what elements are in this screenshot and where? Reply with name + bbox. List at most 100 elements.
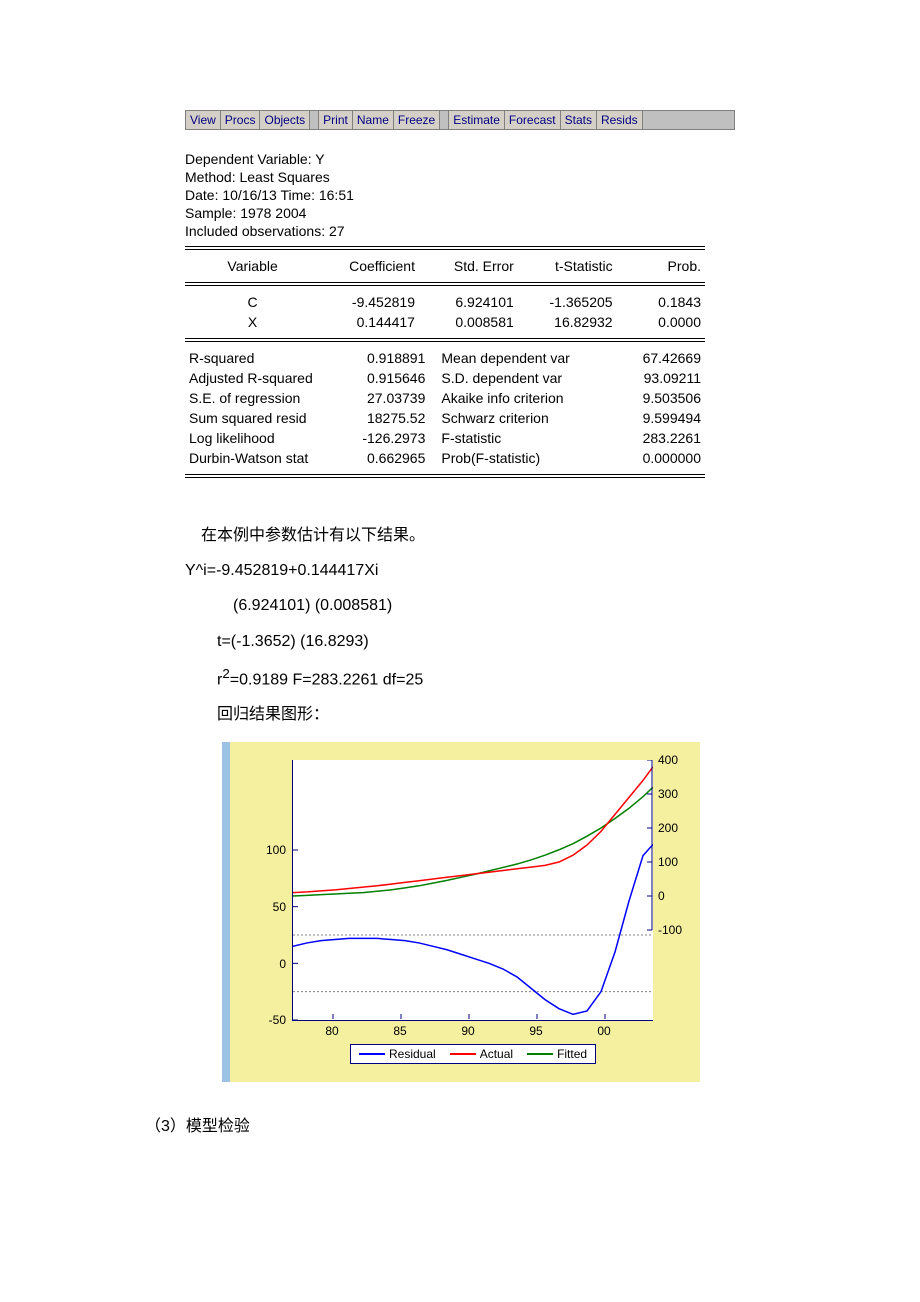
toolbar: View Procs Objects Print Name Freeze Est…	[185, 110, 735, 130]
cell: 0.662965	[341, 448, 429, 468]
legend-actual: Actual	[450, 1047, 513, 1061]
col-se: Std. Error	[419, 256, 518, 276]
table-row: Log likelihood-126.2973F-statistic283.22…	[185, 428, 705, 448]
table-row: R-squared0.918891Mean dependent var67.42…	[185, 348, 705, 368]
toolbar-forecast[interactable]: Forecast	[505, 111, 561, 129]
ytick-right: 300	[658, 787, 698, 801]
cell: S.D. dependent var	[429, 368, 601, 388]
cell: F-statistic	[429, 428, 601, 448]
para-t: t=(-1.3652) (16.8293)	[185, 624, 920, 659]
ytick-right: 400	[658, 753, 698, 767]
cell: Schwarz criterion	[429, 408, 601, 428]
toolbar-stats[interactable]: Stats	[561, 111, 597, 129]
eviews-output-panel: View Procs Objects Print Name Freeze Est…	[185, 110, 735, 478]
table-row: Durbin-Watson stat0.662965Prob(F-statist…	[185, 448, 705, 468]
legend-line-icon	[450, 1053, 476, 1055]
xtick: 80	[317, 1024, 347, 1038]
toolbar-gap	[440, 111, 449, 129]
ytick-left: -50	[246, 1013, 286, 1027]
cell: 0.915646	[341, 368, 429, 388]
ytick-right: 100	[658, 855, 698, 869]
regression-output: Dependent Variable: Y Method: Least Squa…	[185, 150, 705, 478]
body-text: 在本例中参数估计有以下结果。 Y^i=-9.452819+0.144417Xi …	[185, 518, 920, 732]
xtick: 85	[385, 1024, 415, 1038]
cell: 27.03739	[341, 388, 429, 408]
cell: 0.000000	[601, 448, 705, 468]
coef-rows: C -9.452819 6.924101 -1.365205 0.1843 X …	[185, 292, 705, 332]
cell: X	[185, 312, 320, 332]
legend-residual: Residual	[359, 1047, 436, 1061]
hdr-dep: Dependent Variable: Y	[185, 150, 705, 168]
legend-label: Fitted	[557, 1047, 587, 1061]
r2-sup: 2	[222, 666, 229, 681]
table-row: S.E. of regression27.03739Akaike info cr…	[185, 388, 705, 408]
para-intro: 在本例中参数估计有以下结果。	[185, 518, 920, 553]
toolbar-fill	[643, 111, 734, 129]
toolbar-gap	[310, 111, 319, 129]
xtick: 95	[521, 1024, 551, 1038]
xtick: 90	[453, 1024, 483, 1038]
cell: -9.452819	[320, 292, 419, 312]
ytick-right: 200	[658, 821, 698, 835]
rule	[185, 474, 705, 478]
footer-heading: （3）模型检验	[145, 1112, 920, 1136]
rule	[185, 282, 705, 286]
plot-area	[292, 760, 653, 1021]
toolbar-freeze[interactable]: Freeze	[394, 111, 440, 129]
col-variable: Variable	[185, 256, 320, 276]
cell: C	[185, 292, 320, 312]
toolbar-resids[interactable]: Resids	[597, 111, 643, 129]
col-t: t-Statistic	[518, 256, 617, 276]
legend-label: Actual	[480, 1047, 513, 1061]
toolbar-objects[interactable]: Objects	[260, 111, 310, 129]
cell: 0.0000	[617, 312, 705, 332]
legend-fitted: Fitted	[527, 1047, 587, 1061]
rule	[185, 338, 705, 342]
plot-svg	[293, 760, 653, 1020]
hdr-obs: Included observations: 27	[185, 222, 705, 240]
cell: -126.2973	[341, 428, 429, 448]
cell: 0.1843	[617, 292, 705, 312]
residual-chart: Residual Actual Fitted -50050100-1000100…	[222, 742, 700, 1082]
cell: Akaike info criterion	[429, 388, 601, 408]
cell: Sum squared resid	[185, 408, 341, 428]
toolbar-print[interactable]: Print	[319, 111, 353, 129]
cell: Adjusted R-squared	[185, 368, 341, 388]
cell: 67.42669	[601, 348, 705, 368]
cell: Mean dependent var	[429, 348, 601, 368]
table-row: X 0.144417 0.008581 16.82932 0.0000	[185, 312, 705, 332]
cell: 9.503506	[601, 388, 705, 408]
toolbar-name[interactable]: Name	[353, 111, 394, 129]
legend-line-icon	[527, 1053, 553, 1055]
cell: 0.144417	[320, 312, 419, 332]
col-coef: Coefficient	[320, 256, 419, 276]
cell: 0.918891	[341, 348, 429, 368]
rule	[185, 246, 705, 250]
cell: Durbin-Watson stat	[185, 448, 341, 468]
cell: -1.365205	[518, 292, 617, 312]
cell: 6.924101	[419, 292, 518, 312]
toolbar-view[interactable]: View	[186, 111, 221, 129]
table-row: Adjusted R-squared0.915646S.D. dependent…	[185, 368, 705, 388]
cell: Log likelihood	[185, 428, 341, 448]
cell: 18275.52	[341, 408, 429, 428]
legend-line-icon	[359, 1053, 385, 1055]
cell: 0.008581	[419, 312, 518, 332]
ytick-right: 0	[658, 889, 698, 903]
r2-rest: =0.9189 F=283.2261 df=25	[230, 671, 424, 688]
coef-header-row: Variable Coefficient Std. Error t-Statis…	[185, 256, 705, 276]
ytick-left: 50	[246, 900, 286, 914]
hdr-method: Method: Least Squares	[185, 168, 705, 186]
cell: Prob(F-statistic)	[429, 448, 601, 468]
cell: 283.2261	[601, 428, 705, 448]
para-equation: Y^i=-9.452819+0.144417Xi	[185, 553, 920, 588]
ytick-left: 100	[246, 843, 286, 857]
para-r2: r2=0.9189 F=283.2261 df=25	[185, 659, 920, 698]
legend-label: Residual	[389, 1047, 436, 1061]
toolbar-procs[interactable]: Procs	[221, 111, 261, 129]
cell: R-squared	[185, 348, 341, 368]
cell: S.E. of regression	[185, 388, 341, 408]
toolbar-estimate[interactable]: Estimate	[449, 111, 505, 129]
cell: 93.09211	[601, 368, 705, 388]
hdr-date: Date: 10/16/13 Time: 16:51	[185, 186, 705, 204]
